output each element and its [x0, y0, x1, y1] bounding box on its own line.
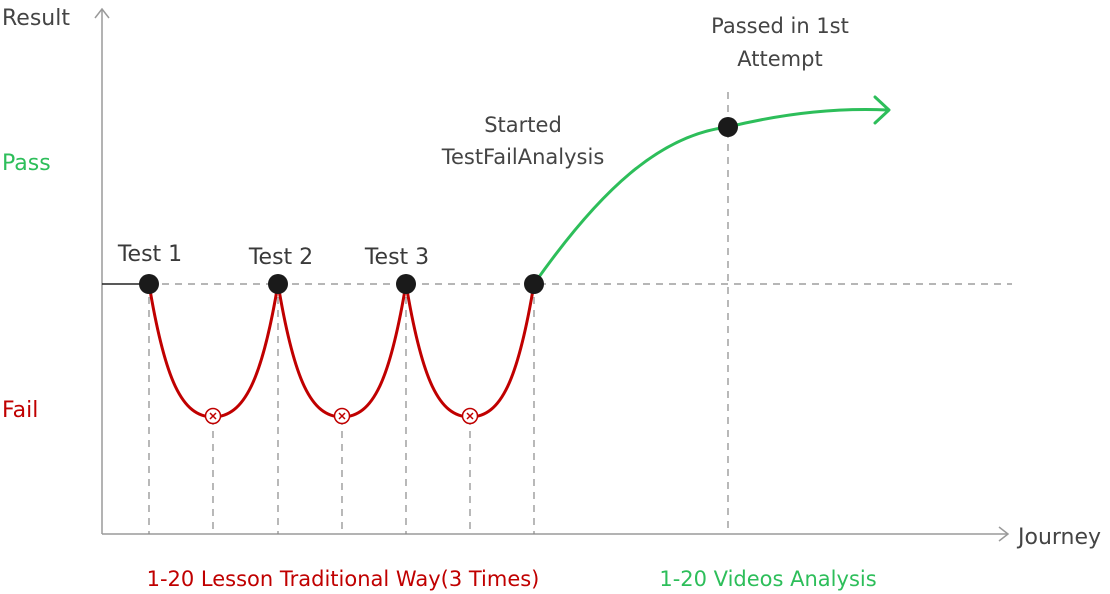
circle-x-icon — [204, 407, 222, 425]
guide-lines — [102, 92, 1012, 534]
fail-markers — [204, 407, 479, 425]
fail-level-label: Fail — [2, 398, 38, 423]
caption-traditional: 1-20 Lesson Traditional Way(3 Times) — [147, 567, 540, 591]
axes — [94, 7, 1010, 542]
point-test3 — [396, 274, 416, 294]
fail-curves — [147, 282, 536, 419]
y-axis-label: Result — [2, 6, 70, 31]
pass-curve — [532, 108, 890, 286]
started-label-line1: Started — [484, 113, 562, 137]
started-label-line2: TestFailAnalysis — [441, 145, 605, 169]
point-passed — [718, 117, 738, 137]
pass-curve-group — [532, 95, 891, 286]
passed-label-line1: Passed in 1st — [711, 14, 849, 38]
test2-label: Test 2 — [248, 245, 313, 270]
fail-curve-2 — [276, 282, 408, 419]
point-test2 — [268, 274, 288, 294]
x-axis-label: Journey — [1016, 525, 1101, 550]
y-axis-arrowhead-icon — [94, 7, 110, 19]
circle-x-icon — [461, 407, 479, 425]
key-points — [139, 117, 738, 294]
arrow-right-icon — [873, 95, 891, 125]
fail-curve-1 — [147, 282, 280, 419]
circle-x-icon — [333, 407, 351, 425]
caption-videos: 1-20 Videos Analysis — [659, 567, 876, 591]
test1-label: Test 1 — [117, 242, 182, 267]
point-start-analysis — [524, 274, 544, 294]
x-axis-arrowhead-icon — [998, 526, 1010, 542]
test3-label: Test 3 — [364, 245, 429, 270]
pass-level-label: Pass — [2, 151, 51, 176]
passed-label-line2: Attempt — [737, 47, 822, 71]
point-test1 — [139, 274, 159, 294]
fail-curve-3 — [404, 282, 536, 419]
